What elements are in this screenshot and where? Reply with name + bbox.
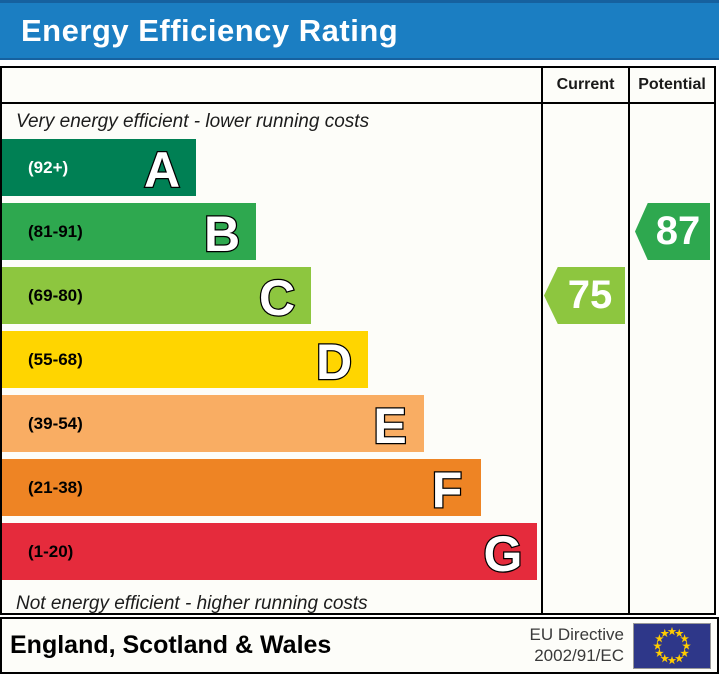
table-body: Very energy efficient - lower running co… [2,104,714,615]
footer: England, Scotland & Wales EU Directive 2… [0,617,719,674]
eu-directive-label: EU Directive 2002/91/EC [530,625,624,666]
band-row-a: (92+) A [2,139,196,196]
eu-directive-line2: 2002/91/EC [534,645,624,665]
eu-flag-icon [633,622,711,669]
svg-text:D: D [316,334,352,388]
rating-table: Current Potential Very energy efficient … [0,66,716,615]
band-row-e: (39-54) E [2,395,424,452]
band-g-range: (1-20) [28,541,74,561]
top-note: Very energy efficient - lower running co… [16,111,370,132]
band-row-d: (55-68) D [2,331,368,388]
title-bar: Energy Efficiency Rating [0,0,719,60]
band-b-range: (81-91) [28,221,83,241]
band-d-range: (55-68) [28,349,83,369]
eu-directive-line1: EU Directive [529,624,624,644]
svg-text:A: A [144,142,180,196]
band-a-letter: A [143,141,182,196]
svg-text:E: E [373,398,406,452]
current-rating-pointer: 75 [544,267,625,324]
band-e-letter: E [372,397,408,452]
svg-text:G: G [484,526,523,580]
svg-text:B: B [204,206,240,260]
bottom-note: Not energy efficient - higher running co… [16,593,368,614]
page-title: Energy Efficiency Rating [21,12,399,48]
current-column-header: Current [541,68,628,102]
band-row-b: (81-91) B [2,203,256,260]
band-c-range: (69-80) [28,285,83,305]
band-e-range: (39-54) [28,413,83,433]
potential-rating-pointer: 87 [635,203,710,260]
table-header-row: Current Potential [2,68,714,104]
band-row-f: (21-38) F [2,459,481,516]
band-row-c: (69-80) C [2,267,311,324]
band-row-g: (1-20) G [2,523,537,580]
band-d-letter: D [315,333,354,388]
band-f-letter: F [430,461,463,516]
chart-header-spacer [2,68,541,102]
potential-column-header: Potential [628,68,714,102]
svg-text:C: C [259,270,295,324]
band-c-letter: C [258,269,297,324]
potential-column: 87 [628,104,714,615]
svg-text:F: F [432,462,463,516]
current-rating-value: 75 [567,273,613,317]
band-g-letter: G [482,525,523,580]
current-column: 75 [541,104,628,615]
band-f-range: (21-38) [28,477,83,497]
band-b-letter: B [203,205,242,260]
band-a-range: (92+) [28,157,69,177]
potential-rating-value: 87 [655,209,701,253]
bands-area: Very energy efficient - lower running co… [2,104,541,615]
region-label: England, Scotland & Wales [10,631,332,659]
